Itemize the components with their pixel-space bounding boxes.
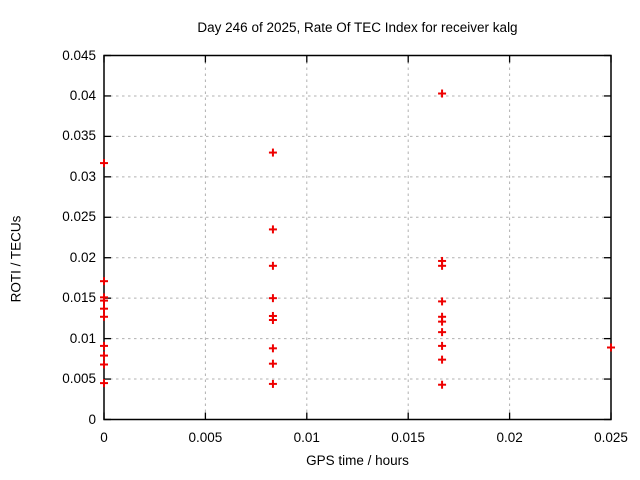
y-tick-label: 0.02	[69, 249, 96, 265]
x-axis-label: GPS time / hours	[306, 453, 409, 468]
y-tick-label: 0.04	[69, 87, 96, 103]
y-tick-label: 0.01	[69, 330, 96, 346]
y-tick-label: 0.03	[69, 168, 96, 184]
x-tick-label: 0.02	[496, 429, 523, 445]
y-tick-label: 0.015	[62, 290, 96, 306]
chart-title: Day 246 of 2025, Rate Of TEC Index for r…	[197, 20, 518, 35]
y-tick-label: 0.025	[62, 209, 96, 225]
x-tick-label: 0.01	[293, 429, 320, 445]
plot-border	[103, 54, 612, 421]
y-tick-label: 0.035	[62, 128, 96, 144]
y-tick-label: 0.005	[62, 371, 96, 387]
x-tick-label: 0.015	[391, 429, 426, 445]
y-tick-label: 0.045	[62, 47, 96, 63]
x-tick-label: 0	[100, 429, 108, 445]
y-tick-label: 0	[88, 411, 96, 427]
x-tick-label: 0.025	[594, 429, 628, 445]
x-tick-label: 0.005	[188, 429, 223, 445]
